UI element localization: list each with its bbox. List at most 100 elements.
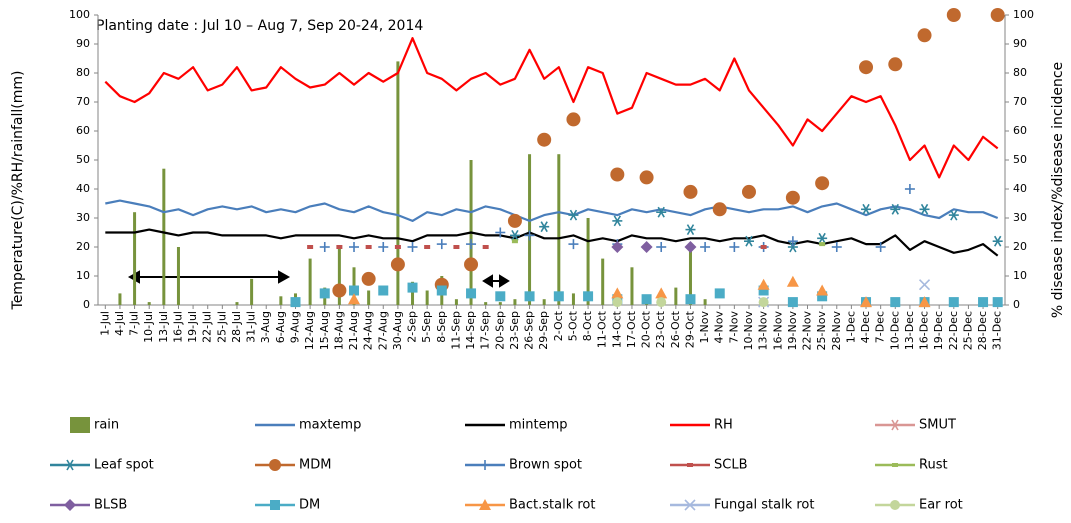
x-tick-label: 23-Sep (508, 311, 521, 350)
marker (495, 291, 506, 302)
marker (394, 245, 401, 249)
marker-dot (990, 8, 1005, 22)
marker (453, 245, 460, 249)
y2-tick-label: 50 (1013, 153, 1027, 166)
marker (918, 296, 931, 308)
marker-stroke (818, 232, 826, 244)
marker (640, 241, 653, 253)
marker-stroke (745, 235, 753, 247)
x-tick-label: 4-Dec (859, 311, 872, 343)
marker (390, 257, 405, 272)
rain-bar (337, 247, 341, 305)
x-tick-label: 6-Aug (274, 311, 287, 343)
marker-dash (687, 463, 693, 467)
y2-tick-label: 80 (1013, 66, 1027, 79)
rain-bar (133, 212, 137, 305)
marker (860, 296, 873, 308)
x-tick-label: 3-Aug (259, 311, 272, 343)
y-tick-label: 20 (76, 240, 90, 253)
series-line (105, 228, 999, 257)
rain-bar (513, 299, 517, 305)
x-tick-label: 17-Sep (479, 311, 492, 350)
x-tick-label: 10-Nov (742, 311, 755, 351)
x-tick-label: 29-Oct (683, 310, 696, 348)
marker (714, 288, 725, 299)
marker (760, 245, 767, 249)
legend-label: SCLB (714, 458, 748, 473)
marker-stroke (789, 241, 797, 253)
marker-stroke (657, 206, 665, 218)
marker (904, 184, 915, 194)
marker-square (407, 282, 418, 293)
x-tick-label: 7-Dec (874, 311, 887, 343)
y2-tick-label: 40 (1013, 182, 1027, 195)
marker-dash (819, 242, 826, 247)
marker (685, 224, 696, 236)
y2-tick-label: 30 (1013, 211, 1027, 224)
marker-diamond (64, 499, 76, 511)
x-tick-label: 16-Dec (918, 311, 931, 350)
x-tick-label: 16-Jul (171, 311, 184, 343)
marker (348, 293, 361, 305)
marker (787, 236, 798, 247)
marker (787, 297, 798, 308)
marker (861, 203, 872, 215)
marker (319, 288, 330, 299)
x-tick-label: 12-Aug (303, 311, 316, 350)
marker-dot (390, 257, 405, 272)
marker (917, 28, 932, 43)
x-tick-label: 22-Nov (801, 311, 814, 351)
y-tick-label: 100 (69, 8, 90, 21)
marker (758, 285, 769, 296)
marker-dot (610, 167, 625, 182)
marker-dash (482, 245, 489, 249)
y2-tick-label: 10 (1013, 269, 1027, 282)
marker-stroke (862, 203, 870, 215)
x-tick-label: 17-Oct (625, 310, 638, 348)
legend-label: Brown spot (509, 458, 582, 473)
marker (687, 463, 693, 467)
marker (819, 242, 826, 247)
marker-stroke (918, 279, 931, 291)
x-tick-label: 31-Dec (991, 311, 1004, 350)
marker (361, 271, 376, 286)
marker (336, 245, 343, 249)
marker (816, 284, 829, 296)
marker (290, 297, 301, 308)
marker (610, 167, 625, 182)
rain-bar (147, 302, 151, 305)
legend-label: DM (299, 498, 320, 513)
marker-stroke (891, 419, 899, 431)
x-tick-label: 14-Oct (610, 310, 623, 348)
rain-bar (279, 296, 283, 305)
series-line (105, 199, 999, 222)
marker-dot (890, 500, 900, 510)
marker (729, 242, 740, 252)
marker (888, 57, 903, 72)
marker-dot (888, 57, 903, 72)
rain-bar (250, 278, 254, 305)
marker (319, 242, 330, 252)
x-tick-label: 28-Jul (230, 311, 243, 343)
marker (892, 463, 898, 467)
marker (349, 285, 360, 296)
marker-dot (785, 190, 800, 205)
x-tick-label: 15-Aug (318, 311, 331, 350)
marker (479, 499, 491, 510)
y2-tick-label: 0 (1013, 298, 1020, 311)
rain-bar (571, 293, 575, 305)
legend-label: Fungal stalk rot (714, 498, 814, 513)
marker-diamond (611, 241, 624, 253)
marker (480, 460, 490, 470)
rain-bar (557, 154, 561, 305)
marker-triangle (479, 499, 491, 510)
x-tick-label: 5-Sep (420, 311, 433, 343)
marker (700, 242, 711, 252)
marker-square (890, 297, 901, 308)
marker-square (495, 291, 506, 302)
y2-tick-label: 60 (1013, 124, 1027, 137)
marker-dash (365, 245, 372, 249)
x-tick-label: 20-Sep (493, 311, 506, 350)
marker-diamond (640, 241, 653, 253)
